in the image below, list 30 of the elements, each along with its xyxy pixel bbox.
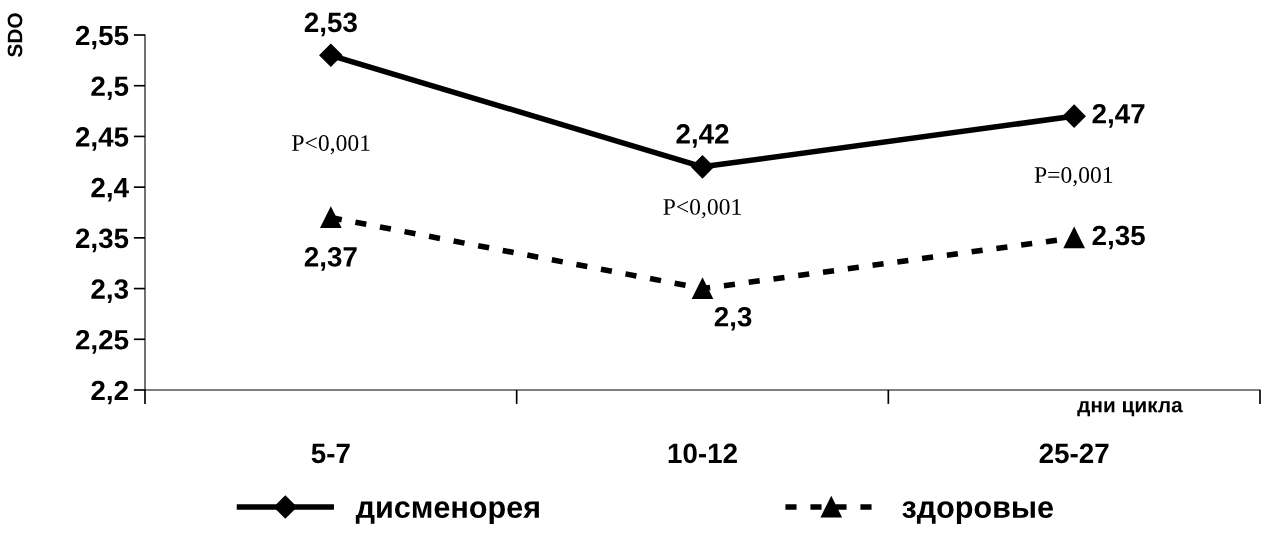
point: [691, 155, 714, 179]
point: [692, 278, 713, 299]
legend-label: дисменорея: [355, 501, 539, 525]
point: [319, 43, 343, 67]
annotation: P=0,001: [1034, 166, 1113, 187]
y-tick-label: 2,45: [75, 127, 129, 151]
point: [1063, 227, 1085, 249]
point: [320, 207, 342, 228]
y-tick-label: 2,2: [91, 380, 128, 405]
data-label: 2,35: [1092, 225, 1145, 250]
data-label: 2,3: [714, 306, 752, 331]
x-tick-label: 10-12: [668, 443, 737, 464]
y-tick-label: 2,55: [75, 25, 129, 50]
y-tick-label: 2,4: [91, 177, 129, 202]
y-axis-title: SDO: [7, 13, 23, 57]
y-tick-label: 2,5: [91, 76, 129, 101]
y-tick-label: 2,25: [75, 329, 129, 354]
x-tick-label: 25-27: [1039, 443, 1109, 464]
y-tick-label: 2,3: [91, 279, 129, 303]
data-label: 2,42: [676, 124, 729, 148]
point: [1062, 104, 1086, 128]
data-label: 2,53: [304, 12, 357, 37]
x-tick-label: 5-7: [311, 443, 350, 464]
x-axis-title: дни цикла: [1077, 400, 1183, 417]
legend-label: здоровые: [902, 501, 1053, 525]
data-label: 2,47: [1092, 103, 1145, 128]
annotation: P<0,001: [663, 198, 741, 219]
y-tick-label: 2,35: [75, 228, 129, 253]
data-label: 2,37: [304, 247, 357, 271]
annotation: P<0,001: [292, 135, 370, 155]
